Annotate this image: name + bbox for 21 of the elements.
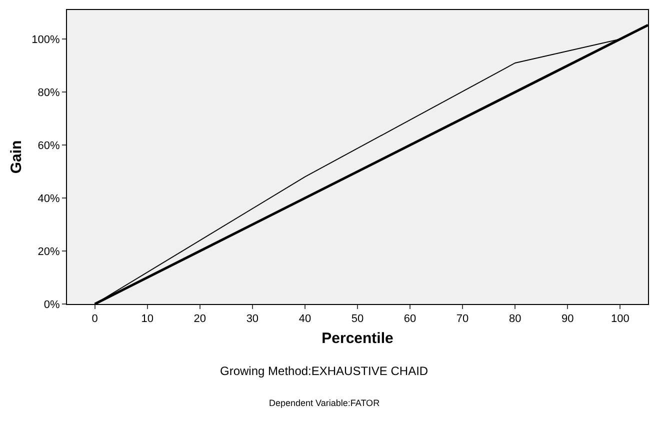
x-tick-label: 60 [404,313,416,326]
x-axis-title: Percentile [322,330,394,348]
x-tick-label: 30 [246,313,259,326]
x-tick-label: 90 [562,313,574,326]
y-axis-title: Gain [8,140,25,174]
x-tick-label: 20 [194,313,206,326]
text: Growing Method:EXHAUSTIVE CHAID [220,364,428,378]
x-tick-label: 40 [298,313,312,326]
text: Dependent Variable:FATOR [269,398,380,408]
x-tick-label: 100 [610,313,630,326]
y-tick-label: 80% [38,86,60,99]
y-tick-label: 0% [44,298,60,311]
x-tick-label: 80 [508,313,522,326]
x-tick-label: 50 [351,313,364,326]
x-tick-label: 70 [456,313,469,326]
y-tick-label: 100% [32,34,60,46]
x-tick-label: 10 [141,313,154,326]
x-tick-label: 0 [92,313,98,326]
y-tick-label: 60% [38,140,60,152]
y-tick-label: 40% [38,192,60,205]
y-tick-label: 20% [38,246,60,258]
